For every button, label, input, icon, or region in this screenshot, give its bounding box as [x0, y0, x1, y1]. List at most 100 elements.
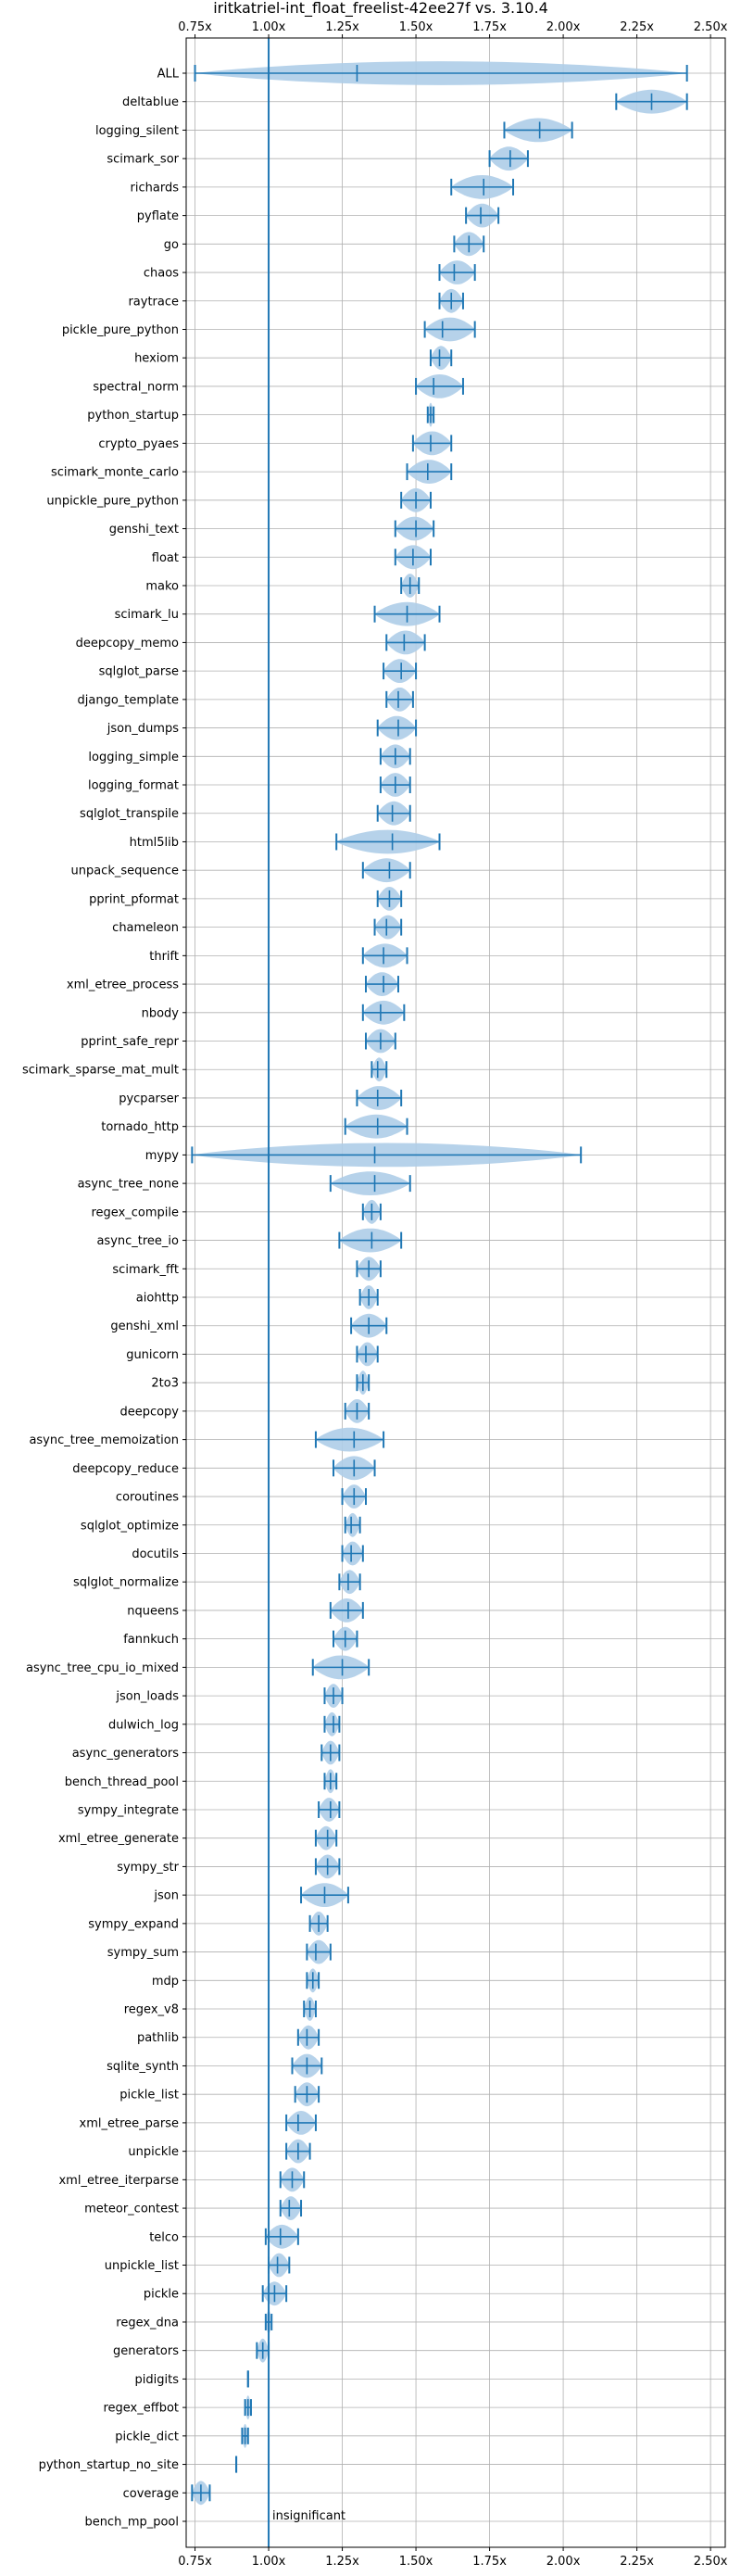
category-label: chameleon [112, 921, 179, 935]
category-label: sympy_expand [88, 1917, 179, 1931]
x-tick-label-bottom: 1.25x [325, 2555, 359, 2569]
category-label: tornado_http [101, 1120, 179, 1134]
violin-sympy_expand [308, 1912, 329, 1936]
violin-meteor_contest [279, 2196, 303, 2220]
category-label: sqlglot_parse [99, 665, 179, 679]
violin-layer [191, 38, 688, 2547]
violin-genshi_xml [350, 1313, 388, 1338]
category-label: json_loads [115, 1690, 179, 1704]
x-tick-label-top: 1.75x [472, 20, 507, 34]
violin-coroutines [341, 1484, 367, 1509]
violin-async_tree_none [329, 1171, 411, 1195]
x-tick-label-top: 1.25x [325, 20, 359, 34]
category-label: xml_etree_iterparse [58, 2174, 179, 2188]
category-label: pickle [144, 2288, 179, 2302]
category-label: sqlglot_normalize [73, 1576, 179, 1590]
category-label: dulwich_log [108, 1718, 179, 1732]
category-label: unpickle_pure_python [46, 494, 179, 508]
violin-xml_etree_generate [314, 1825, 338, 1850]
violin-json_dumps [376, 715, 418, 740]
category-label: pickle_pure_python [62, 323, 179, 337]
category-label: bench_thread_pool [65, 1775, 179, 1789]
category-label: sqlglot_transpile [80, 807, 179, 821]
category-label: float [152, 551, 179, 565]
category-label: unpickle [128, 2145, 179, 2159]
x-tick-label-bottom: 1.50x [399, 2555, 433, 2569]
violin-pyflate [465, 203, 500, 228]
category-label: logging_silent [95, 124, 179, 138]
violin-scimark_lu [373, 601, 441, 626]
violin-sympy_integrate [318, 1798, 341, 1822]
violin-json [300, 1883, 349, 1907]
violin-sqlglot_transpile [376, 801, 411, 826]
category-label: docutils [132, 1547, 179, 1561]
category-label: mypy [145, 1149, 180, 1163]
violin-xml_etree_process [365, 972, 399, 996]
category-label: bench_mp_pool [84, 2516, 179, 2530]
violin-regex_effbot [244, 2395, 252, 2419]
category-label: sqlglot_optimize [81, 1519, 179, 1533]
category-label: async_tree_cpu_io_mixed [26, 1661, 179, 1675]
violin-nqueens [329, 1598, 364, 1623]
violin-raytrace [438, 288, 464, 313]
violin-pathlib [296, 2025, 320, 2050]
violin-unpack_sequence [361, 858, 411, 883]
category-label: pickle_dict [115, 2430, 179, 2443]
x-tick-label-bottom: 1.00x [252, 2555, 286, 2569]
category-label: unpack_sequence [70, 865, 179, 878]
category-label: deepcopy_reduce [72, 1462, 179, 1476]
violin-pycparser [356, 1086, 403, 1110]
violin-ALL [194, 61, 688, 85]
category-label: async_tree_io [96, 1234, 179, 1248]
category-label: pycparser [119, 1092, 179, 1105]
tick-layer [182, 34, 711, 2551]
violin-async_generators [320, 1740, 341, 1765]
violin-coverage [191, 2481, 211, 2506]
violin-logging_silent [503, 118, 573, 143]
violin-mdp [306, 1968, 320, 1993]
violin-gunicorn [356, 1342, 379, 1367]
violin-async_tree_cpu_io_mixed [311, 1655, 370, 1680]
x-tick-label-top: 1.50x [399, 20, 433, 34]
category-label: python_startup [87, 409, 179, 423]
category-label: pprint_pformat [89, 892, 179, 906]
category-label: pprint_safe_repr [81, 1035, 179, 1049]
category-label: gunicorn [126, 1348, 179, 1362]
violin-sqlglot_parse [383, 659, 418, 683]
violin-dulwich_log [323, 1711, 341, 1736]
x-tick-label-top: 2.25x [620, 20, 654, 34]
x-tick-label-bottom: 2.25x [620, 2555, 654, 2569]
category-label: coverage [123, 2487, 179, 2501]
violin-deepcopy_memo [385, 630, 426, 655]
category-label: regex_effbot [103, 2402, 179, 2416]
category-label: genshi_xml [110, 1320, 179, 1333]
category-label: nqueens [127, 1604, 179, 1618]
category-label: nbody [142, 1006, 180, 1020]
violin-pickle_list [294, 2082, 320, 2107]
category-label: 2to3 [151, 1377, 179, 1391]
x-tick-label-top: 2.00x [546, 20, 581, 34]
violin-logging_format [379, 773, 411, 797]
violin-bench_thread_pool [323, 1769, 338, 1794]
category-label: sqlite_synth [107, 2060, 179, 2074]
violin-sqlite_synth [291, 2053, 323, 2078]
category-label: hexiom [134, 352, 179, 366]
category-label: sympy_sum [107, 1946, 179, 1960]
category-label: sympy_str [117, 1861, 179, 1875]
category-label: logging_format [88, 779, 179, 793]
violin-pickle_dict [241, 2423, 249, 2448]
violin-deepcopy_reduce [333, 1456, 376, 1481]
category-label: django_template [78, 693, 179, 707]
violin-pprint_pformat [376, 887, 403, 911]
violin-scimark_sor [488, 146, 529, 171]
category-label: unpickle_list [105, 2259, 179, 2273]
category-label: xml_etree_generate [58, 1832, 179, 1846]
violin-pprint_safe_repr [365, 1029, 396, 1054]
category-label: mako [145, 579, 179, 593]
category-label: scimark_sor [107, 153, 179, 167]
category-label: scimark_lu [115, 608, 179, 622]
category-label: thrift [149, 950, 179, 964]
category-label: scimark_sparse_mat_mult [22, 1064, 179, 1078]
violin-unpickle [285, 2139, 311, 2164]
